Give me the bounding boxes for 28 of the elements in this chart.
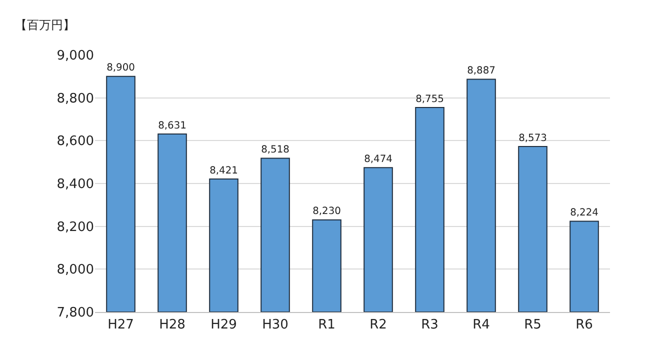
y-tick-label: 8,200 <box>56 220 94 235</box>
y-tick-label: 8,800 <box>56 91 94 106</box>
x-tick-label: R3 <box>421 318 438 333</box>
data-label: 8,900 <box>106 62 135 74</box>
y-tick-label: 7,800 <box>56 306 94 321</box>
x-tick-label: R6 <box>576 318 593 333</box>
x-tick-label: R4 <box>472 318 490 333</box>
x-tick-label: R1 <box>318 318 336 333</box>
data-label: 8,573 <box>518 132 547 144</box>
data-label: 8,631 <box>158 120 186 132</box>
x-tick-label: R5 <box>524 318 542 333</box>
y-axis-title: 【百万円】 <box>15 18 75 32</box>
y-tick-label: 8,600 <box>56 134 94 150</box>
y-tick-label: 8,400 <box>56 177 94 192</box>
data-label: 8,518 <box>261 144 290 156</box>
data-label: 8,421 <box>210 165 238 176</box>
data-label: 8,224 <box>570 207 598 218</box>
data-label: 8,230 <box>312 206 341 218</box>
x-tick-label: R2 <box>370 318 387 333</box>
x-tick-label: H30 <box>262 318 288 333</box>
data-label: 8,887 <box>467 66 496 77</box>
y-tick-label: 9,000 <box>56 48 94 64</box>
data-label: 8,755 <box>416 94 444 105</box>
x-tick-label: H27 <box>108 318 134 333</box>
x-tick-label: H28 <box>159 318 186 333</box>
data-label: 8,474 <box>364 154 392 165</box>
x-tick-label: H29 <box>210 318 237 333</box>
y-tick-label: 8,000 <box>56 262 94 278</box>
